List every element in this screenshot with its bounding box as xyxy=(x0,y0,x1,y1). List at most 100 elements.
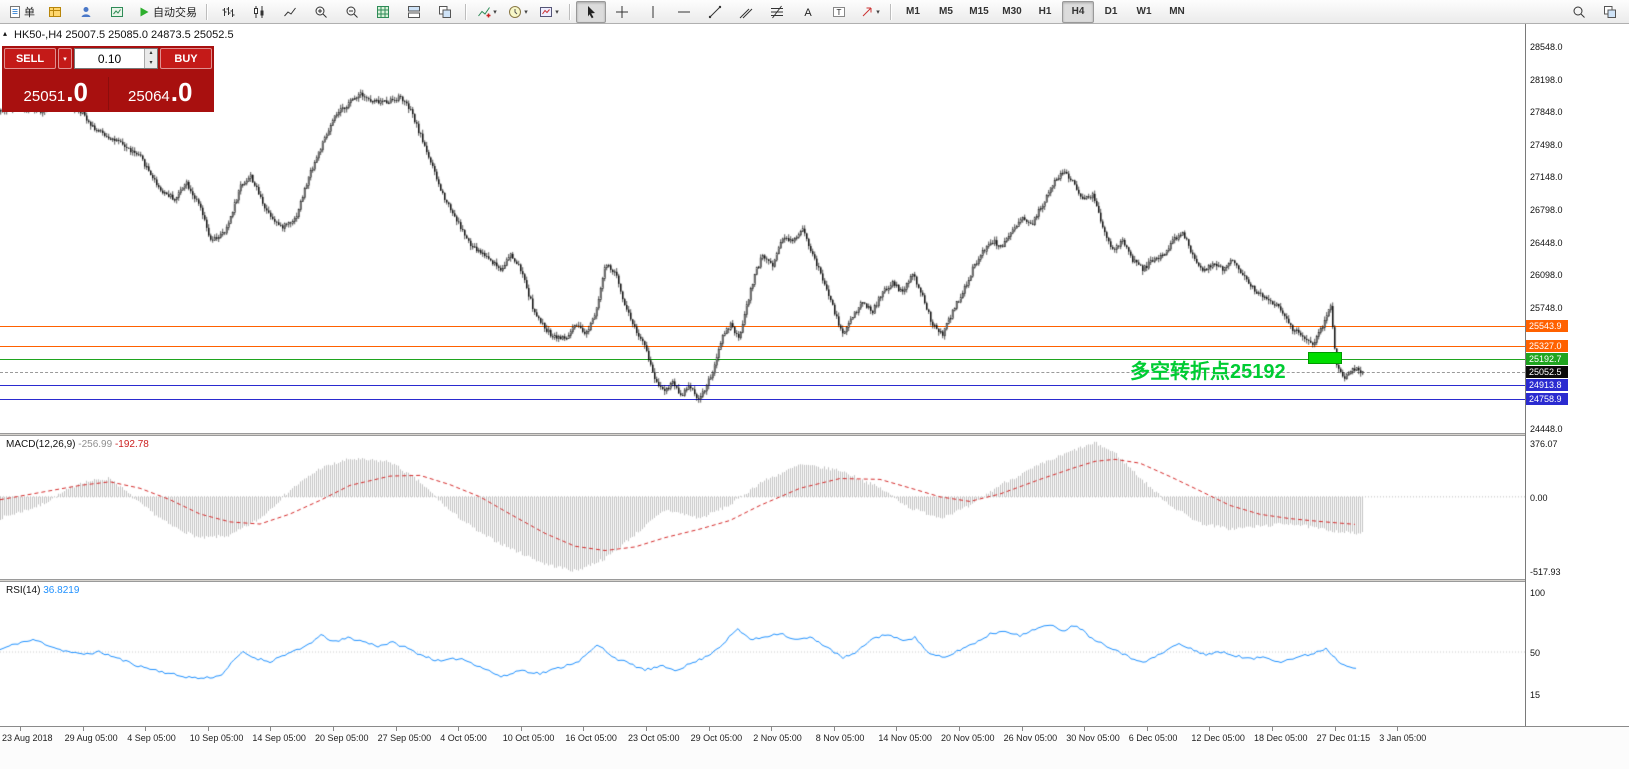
arrows-button[interactable]: ▾ xyxy=(855,1,885,23)
auto-arrange-icon xyxy=(376,5,390,19)
navigator-button[interactable] xyxy=(71,1,101,23)
price-scale-label: 25748.0 xyxy=(1530,302,1563,313)
button-label: 单 xyxy=(24,6,35,19)
zoom-in-button[interactable] xyxy=(306,1,336,23)
periods-button[interactable]: ▾ xyxy=(503,1,533,23)
ask-price[interactable]: 25064 .0 xyxy=(109,77,213,110)
trendline-button[interactable] xyxy=(700,1,730,23)
rsi-canvas[interactable] xyxy=(0,582,1525,726)
tf-m15-button[interactable]: M15 xyxy=(963,1,995,23)
svg-text:A: A xyxy=(804,7,812,19)
buy-button[interactable]: BUY xyxy=(160,48,212,69)
text-label-button[interactable]: T xyxy=(824,1,854,23)
cursor-icon xyxy=(584,5,598,19)
search-button[interactable] xyxy=(1564,1,1594,23)
volume-down-button[interactable]: ▾ xyxy=(145,58,157,68)
line-chart-button[interactable] xyxy=(275,1,305,23)
price-line-tag: 25543.9 xyxy=(1526,319,1568,332)
time-axis-label: 29 Aug 05:00 xyxy=(64,733,118,743)
volume-input[interactable] xyxy=(75,49,144,68)
button-label: MN xyxy=(1169,6,1185,17)
macd-canvas[interactable] xyxy=(0,436,1525,579)
price-scale-label: 26448.0 xyxy=(1530,237,1563,248)
chart-windows-button[interactable] xyxy=(1595,1,1625,23)
button-label: D1 xyxy=(1104,6,1118,17)
tile-windows-button[interactable] xyxy=(399,1,429,23)
terminal-button[interactable] xyxy=(102,1,132,23)
indicators-button[interactable]: ▾ xyxy=(472,1,502,23)
tf-h4-button[interactable]: H4 xyxy=(1062,0,1094,23)
price-chart-canvas[interactable] xyxy=(0,24,1525,433)
cascade-windows-icon xyxy=(438,5,452,19)
tf-m1-button[interactable]: M1 xyxy=(897,1,929,23)
templates-button[interactable]: ▾ xyxy=(534,1,564,23)
rsi-scale-label: 15 xyxy=(1530,690,1541,700)
tile-windows-icon xyxy=(407,5,421,19)
equidistant-channel-icon xyxy=(739,5,753,19)
text-button[interactable]: A xyxy=(793,1,823,23)
button-label: M1 xyxy=(906,6,920,17)
time-axis-label: 12 Dec 05:00 xyxy=(1191,733,1245,743)
time-axis-tick xyxy=(1272,727,1273,731)
svg-text:T: T xyxy=(837,8,842,17)
time-axis-label: 27 Dec 01:15 xyxy=(1316,733,1371,743)
bid-price[interactable]: 25051 .0 xyxy=(4,77,109,110)
time-axis-tick xyxy=(583,727,585,731)
time-axis-tick xyxy=(82,727,84,731)
time-axis-label: 4 Oct 05:00 xyxy=(440,733,487,743)
cursor-button[interactable] xyxy=(576,0,606,23)
tf-w1-button[interactable]: W1 xyxy=(1128,1,1160,23)
one-click-trading-panel: SELL ▾ ▴ ▾ BUY 25051 .0 25064 xyxy=(2,46,214,112)
tf-m5-button[interactable]: M5 xyxy=(930,1,962,23)
zoom-out-icon xyxy=(345,5,359,19)
fibonacci-button[interactable] xyxy=(762,1,792,23)
crosshair-icon xyxy=(615,5,629,19)
auto-arrange-button[interactable] xyxy=(368,1,398,23)
main-chart-panel: ▴ HK50-,H4 25007.5 25085.0 24873.5 25052… xyxy=(0,24,1525,433)
volume-dropdown-button[interactable]: ▾ xyxy=(58,48,72,69)
vertical-line-button[interactable] xyxy=(638,1,668,23)
volume-up-button[interactable]: ▴ xyxy=(145,49,157,59)
rsi-scale-label: 50 xyxy=(1530,648,1541,658)
horizontal-line-button[interactable] xyxy=(669,1,699,23)
time-axis-label: 20 Nov 05:00 xyxy=(941,733,995,743)
candlestick-chart-button[interactable] xyxy=(244,1,274,23)
toolbar-separator xyxy=(465,3,467,20)
price-scale[interactable]: 28548.0 28198.0 27848.0 27498.0 27148.0 26798… xyxy=(1525,24,1629,726)
chart-collapse-icon[interactable]: ▴ xyxy=(3,29,8,38)
toolbar: 单 自动交易 ▾ ▾ ▾ A T ▾ M1 M5 M15 M30 H1 H4 D1 W1 MN xyxy=(0,0,1629,24)
navigator-icon xyxy=(79,5,93,19)
new-order-button[interactable]: 单 xyxy=(4,1,39,23)
tf-d1-button[interactable]: D1 xyxy=(1095,1,1127,23)
market-watch-button[interactable] xyxy=(40,1,70,23)
macd-scale-label: -517.93 xyxy=(1530,567,1561,577)
tf-h1-button[interactable]: H1 xyxy=(1029,1,1061,23)
highlight-rectangle[interactable] xyxy=(1308,352,1342,365)
zoom-out-button[interactable] xyxy=(337,1,367,23)
macd-value-signal: -192.78 xyxy=(114,439,149,450)
crosshair-button[interactable] xyxy=(607,1,637,23)
volume-spinner: ▴ ▾ xyxy=(144,49,157,68)
turning-point-annotation[interactable]: 多空转折点25192 xyxy=(1130,361,1286,383)
time-axis-label: 3 Jan 05:00 xyxy=(1379,733,1427,743)
panel-splitter[interactable] xyxy=(0,579,1629,582)
autotrading-button[interactable]: 自动交易 xyxy=(133,1,201,23)
time-axis-tick xyxy=(20,727,21,731)
sell-button[interactable]: SELL xyxy=(4,48,56,69)
cascade-windows-button[interactable] xyxy=(430,1,460,23)
time-axis-tick xyxy=(520,727,522,731)
macd-panel: MACD(12,26,9) -256.99 -192.78 xyxy=(0,436,1525,579)
macd-scale-label: 376.07 xyxy=(1530,439,1558,449)
toolbar-separator xyxy=(569,3,571,20)
price-scale-label: 26098.0 xyxy=(1530,270,1563,281)
time-axis-tick xyxy=(833,727,835,731)
arrows-icon xyxy=(860,5,874,19)
bar-chart-button[interactable] xyxy=(213,1,243,23)
tf-mn-button[interactable]: MN xyxy=(1161,1,1193,23)
time-axis[interactable]: 23 Aug 2018 29 Aug 05:00 4 Sep 05:00 10 Sep… xyxy=(0,726,1629,769)
tf-m30-button[interactable]: M30 xyxy=(996,1,1028,23)
toolbar-separator xyxy=(206,3,208,20)
panel-splitter[interactable] xyxy=(0,433,1629,436)
time-axis-label: 10 Sep 05:00 xyxy=(189,733,244,743)
equidistant-channel-button[interactable] xyxy=(731,1,761,23)
